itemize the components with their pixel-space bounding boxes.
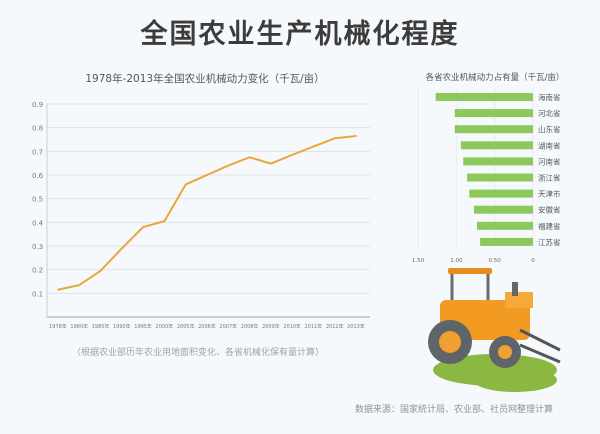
y-tick-label: 0.5: [32, 196, 43, 204]
data-point: [227, 164, 230, 167]
y-tick-label: 0.8: [32, 125, 43, 133]
bar-chart: 1.50 1.00 0.50 0 海南省河北省山东省湖南省河南省浙江省天津市安徽省福建省…: [412, 88, 561, 264]
bar: [460, 141, 533, 150]
x-tick-label: 1.50: [412, 258, 425, 264]
data-point: [57, 288, 59, 291]
category-label: 山东省: [538, 124, 561, 134]
x-tick-label: 2013年: [347, 323, 365, 330]
bar: [463, 157, 533, 166]
bar: [480, 237, 533, 246]
category-label: 河北省: [538, 108, 561, 118]
x-tick-label: 0: [531, 258, 535, 264]
bar: [473, 205, 533, 214]
bar: [435, 93, 533, 101]
x-tick-label: 1985年: [92, 323, 110, 330]
x-tick-label: 1.00: [450, 258, 463, 264]
data-point: [291, 154, 293, 156]
data-point: [355, 135, 357, 137]
bar: [477, 221, 533, 230]
bar: [454, 109, 533, 118]
data-point: [78, 284, 81, 286]
category-label: 福建省: [538, 221, 561, 231]
series-line: [57, 134, 357, 291]
y-tick-label: 0.3: [32, 243, 43, 251]
data-point: [121, 247, 123, 250]
x-tick-label: 1980年: [70, 323, 88, 330]
category-label: 天津市: [538, 189, 561, 199]
data-source: 数据来源：国家统计局、农业部、社员网整理计算: [355, 405, 554, 415]
data-point: [206, 174, 208, 176]
y-tick-label: 0.6: [32, 172, 44, 180]
bar: [467, 173, 533, 182]
x-tick-label: 1990年: [113, 323, 131, 330]
category-label: 浙江省: [538, 173, 561, 183]
x-tick-label: 2006年: [198, 323, 216, 330]
x-tick-label: 1978年: [49, 323, 67, 330]
x-tick-label: 2005年: [177, 323, 195, 330]
x-tick-label: 2008年: [241, 323, 259, 330]
data-point: [184, 183, 187, 186]
category-label: 江苏省: [538, 237, 561, 247]
y-tick-label: 0.4: [32, 219, 44, 227]
y-tick-label: 0.2: [32, 267, 43, 275]
y-tick-label: 0.9: [32, 101, 43, 109]
line-chart: 0.1 0.2 0.3 0.4 0.5 0.6 0.7 0.8 0.9 1978年 1980年 198…: [32, 101, 370, 330]
x-tick-label: 1995年: [134, 323, 152, 330]
page-title: 全国农业生产机械化程度: [140, 19, 460, 50]
bar: [454, 125, 533, 134]
calculation-note: （根据农业部历年农业用地面积变化、各省机械化保有量计算）: [72, 348, 325, 358]
bar: [469, 189, 533, 198]
category-label: 安徽省: [538, 205, 561, 215]
data-point: [142, 226, 144, 228]
y-tick-label: 0.7: [32, 148, 43, 156]
x-tick-label: 0.50: [489, 258, 502, 264]
tractor-illustration: [428, 268, 561, 392]
category-label: 湖南省: [538, 140, 561, 150]
x-tick-label: 2012年: [326, 323, 344, 330]
category-label: 河南省: [538, 156, 561, 166]
x-tick-label: 2011年: [305, 323, 323, 330]
data-point: [312, 145, 315, 148]
line-chart-title: 1978年-2013年全国农业机械动力变化（千瓦/亩）: [85, 72, 324, 85]
x-tick-label: 2007年: [219, 323, 237, 330]
bar-chart-title: 各省农业机械动力占有量（千瓦/亩）: [426, 72, 565, 83]
x-tick-label: 2000年: [156, 323, 174, 330]
data-point: [163, 220, 166, 222]
data-point: [270, 162, 272, 165]
category-label: 海南省: [538, 92, 561, 102]
data-point: [333, 137, 336, 140]
x-tick-label: 2009年: [262, 323, 280, 330]
x-tick-label: 2010年: [283, 323, 301, 330]
y-tick-label: 0.1: [32, 290, 43, 298]
data-point: [99, 270, 102, 272]
data-point: [248, 156, 251, 159]
